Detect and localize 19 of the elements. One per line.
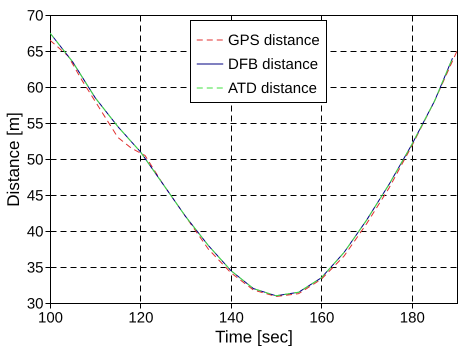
y-axis-title: Distance [m]	[4, 112, 23, 207]
legend-label: DFB distance	[228, 56, 318, 73]
x-tick-label: 100	[38, 310, 64, 326]
x-tick-label: 180	[400, 310, 425, 326]
y-tick-label: 55	[26, 116, 44, 132]
y-tick-label: 65	[26, 44, 44, 60]
x-tick-label: 120	[128, 310, 154, 326]
y-tick-label: 40	[26, 224, 44, 240]
y-tick-label: 60	[26, 80, 44, 96]
x-tick-label: 140	[218, 310, 244, 326]
legend-label: ATD distance	[228, 80, 317, 97]
y-tick-label: 30	[26, 296, 44, 312]
x-tick-label: 160	[309, 310, 334, 326]
y-tick-label: 45	[26, 188, 44, 204]
y-tick-label: 35	[26, 260, 44, 276]
y-tick-label: 50	[26, 152, 44, 168]
x-axis-title: Time [sec]	[215, 328, 293, 346]
legend-label: GPS distance	[228, 32, 320, 49]
y-tick-label: 70	[26, 8, 44, 24]
